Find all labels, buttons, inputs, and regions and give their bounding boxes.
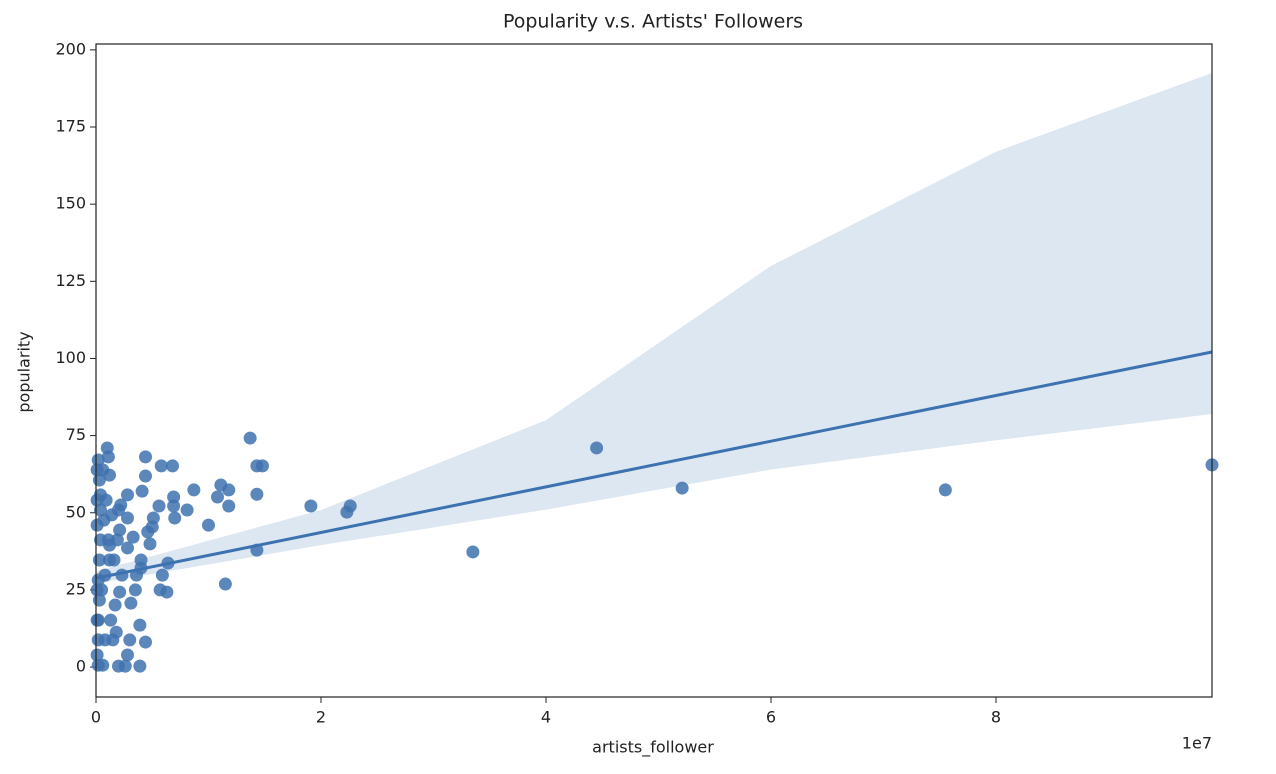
scatter-point [141,525,155,539]
x-tick-label: 6 [766,708,776,727]
scatter-point [168,511,182,525]
scatter-point [243,431,257,445]
scatter-point [105,508,119,522]
scatter-point [94,503,107,517]
scatter-point [104,613,118,627]
scatter-point [121,511,134,525]
scatter-point [90,463,104,477]
scatter-point [466,545,480,559]
scatter-point [108,598,122,612]
scatter-point [152,499,166,513]
chart-title: Popularity v.s. Artists' Followers [503,11,803,33]
scatter-point [214,478,228,492]
scatter-point [143,537,157,551]
x-tick-label: 4 [541,708,551,727]
scatter-point [139,450,152,464]
scatter-point [180,503,194,517]
scatter-point [222,499,236,513]
confidence-band [96,73,1212,584]
scatter-point [675,481,689,495]
scatter-point [133,659,147,673]
y-tick-label: 200 [55,39,86,58]
scatter-point [211,490,224,504]
y-tick-label: 100 [55,348,86,367]
scatter-point [90,613,104,627]
y-tick-label: 50 [66,502,86,521]
y-tick-label: 25 [66,579,86,598]
scatter-point [167,490,181,504]
scatter-point [139,469,152,483]
scatter-point [154,459,168,473]
plot-frame [95,43,1213,698]
scatter-point [133,618,147,632]
x-tick-label: 8 [991,708,1001,727]
y-tick-label: 75 [66,425,86,444]
scatter-point [124,596,138,610]
scatter-point [90,518,104,532]
x-axis-label: artists_follower [592,738,714,758]
y-tick-label: 150 [55,194,86,213]
scatter-point [96,658,110,672]
scatter-point [113,523,127,537]
scatter-point [166,459,179,473]
scatter-point [155,568,169,582]
scatter-point [114,498,128,512]
scatter-point [90,493,104,507]
y-tick-label: 0 [76,657,86,676]
x-tick-label: 0 [91,708,101,727]
scatter-point [128,583,142,597]
scatter-point [202,518,215,532]
scatter-point [187,483,201,497]
scatter-point [123,633,137,647]
y-axis-label: popularity [15,331,34,412]
scatter-point [91,633,105,647]
scatter-point [92,553,106,567]
scatter-point [90,583,104,597]
scatter-point [256,459,269,473]
scatter-point [100,441,114,455]
y-tick-label: 175 [55,117,86,136]
scatter-point [134,553,148,567]
scatter-point [110,533,124,547]
scatter-point [113,585,127,599]
scatter-point [121,648,134,662]
x-tick-label: 2 [316,708,326,727]
scatter-point [126,530,140,544]
x-offset-label: 1e7 [1182,734,1212,753]
scatter-point [112,659,125,673]
scatter-point [250,487,264,501]
y-tick-label: 125 [55,271,86,290]
scatter-point [139,635,152,649]
scatter-point [121,488,134,502]
scatter-point [167,499,181,513]
scatter-point [121,541,134,555]
scatter-point [218,577,232,591]
regression-line [95,350,1213,580]
scatter-point [153,583,167,597]
scatter-point [90,648,104,662]
scatter-point [938,483,952,497]
scatter-point [304,499,318,513]
scatter-point [107,553,121,567]
scatter-point [135,484,149,498]
scatter-point [340,505,354,519]
scatter-point [91,453,105,467]
scatter-point [590,441,604,455]
